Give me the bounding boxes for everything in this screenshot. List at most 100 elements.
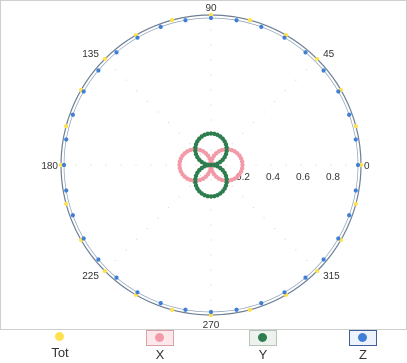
series-y-point: [193, 176, 198, 182]
grid-dot: [114, 259, 117, 262]
legend-label-x: X: [155, 347, 165, 362]
series-y-point: [205, 193, 210, 199]
series-z-point: [336, 89, 341, 94]
grid-dot: [284, 90, 286, 92]
grid-dot: [270, 164, 272, 166]
grid-dot: [210, 239, 212, 241]
series-tot-point: [58, 162, 64, 168]
angle-tick-label: 225: [82, 271, 99, 282]
grid-dot: [178, 196, 180, 198]
series-z-point: [114, 275, 119, 280]
series-y-point: [208, 162, 214, 168]
grid-dot: [157, 111, 159, 113]
grid-dot: [252, 206, 255, 209]
grid-dot: [136, 90, 138, 92]
grid-dot: [295, 249, 297, 251]
grid-dot: [199, 153, 201, 155]
series-z-point: [183, 18, 188, 23]
series-z-point: [96, 68, 101, 73]
grid-dot: [90, 164, 92, 166]
angle-tick-label: 270: [203, 320, 220, 330]
series-tot-point: [247, 18, 252, 23]
legend-label-y: Y: [258, 347, 268, 362]
series-z-point: [347, 112, 352, 117]
grid-dot: [167, 121, 170, 124]
grid-dot: [135, 164, 137, 166]
series-tot-point: [170, 307, 175, 312]
series-z-point: [353, 188, 358, 193]
series-z-point: [61, 162, 67, 168]
series-tot-point: [353, 201, 358, 206]
series-z-point: [208, 309, 214, 315]
series-z-point: [135, 35, 140, 40]
angle-tick-label: 135: [82, 49, 99, 60]
series-x-point: [239, 166, 245, 171]
angle-tick-label: 315: [323, 271, 340, 282]
grid-dot: [210, 179, 212, 181]
grid-dot: [210, 29, 212, 31]
grid-dot: [231, 185, 233, 187]
legend-dot-z: [358, 333, 367, 342]
series-z-point: [208, 15, 214, 21]
series-x-point: [177, 159, 183, 164]
grid-dot: [157, 217, 159, 219]
grid-dot: [105, 164, 107, 166]
legend-item-tot[interactable]: Tot: [30, 330, 90, 360]
grid-dot: [75, 164, 77, 166]
grid-dot: [210, 254, 212, 256]
grid-dot: [231, 143, 233, 145]
series-tot-point: [170, 18, 175, 23]
grid-dot: [305, 259, 308, 262]
legend-box-y: [249, 330, 277, 346]
grid-dot: [274, 100, 276, 102]
legend-dot-y: [258, 333, 267, 342]
polar-chart: 90 45 0 315 270 225 180 135 0.2 0.4 0.6 0.8: [41, 3, 370, 330]
series-z-point: [234, 18, 239, 23]
series-tot-point: [314, 268, 320, 274]
legend-dot-x: [155, 333, 164, 342]
grid-dot: [210, 224, 212, 226]
grid-dot: [189, 143, 191, 145]
grid-dot: [195, 164, 197, 166]
grid-dot: [150, 164, 152, 166]
legend-item-z[interactable]: Z: [333, 330, 393, 362]
series-tot-point: [102, 268, 108, 274]
legend: Tot X Y Z: [0, 330, 407, 363]
series-z-point: [303, 50, 308, 55]
series-tot-point: [314, 56, 320, 62]
series-z-point: [70, 213, 75, 218]
legend-label-tot: Tot: [51, 345, 69, 360]
grid-dot: [210, 74, 212, 76]
series-z-point: [81, 236, 86, 241]
grid-dot: [274, 228, 276, 230]
legend-item-y[interactable]: Y: [233, 330, 293, 362]
grid-dot: [315, 164, 317, 166]
series-z-point: [70, 112, 75, 117]
grid-dot: [330, 164, 332, 166]
legend-box-z: [349, 330, 377, 346]
grid-dot: [210, 119, 212, 121]
legend-dot-tot: [55, 332, 64, 341]
series-z-point: [303, 275, 308, 280]
grid-dot: [263, 111, 265, 113]
grid-dot: [120, 164, 122, 166]
series-z-point: [96, 257, 101, 262]
legend-item-x[interactable]: X: [130, 330, 190, 362]
series-z-point: [336, 236, 341, 241]
radius-tick-label: 0.8: [326, 172, 340, 183]
series-y-point: [224, 148, 229, 154]
grid-dot: [242, 196, 244, 198]
grid-dot: [221, 175, 223, 177]
series-tot-point: [102, 56, 108, 62]
grid-dot: [255, 164, 257, 166]
grid-dot: [210, 209, 212, 211]
grid-dot: [210, 89, 212, 91]
series-z-point: [158, 301, 163, 306]
legend-box-x: [146, 330, 174, 346]
grid-dot: [189, 185, 191, 187]
grid-dot: [221, 153, 223, 155]
grid-dot: [225, 164, 227, 166]
series-z-point: [321, 68, 326, 73]
grid-dot: [300, 164, 302, 166]
grid-dot: [146, 100, 148, 102]
